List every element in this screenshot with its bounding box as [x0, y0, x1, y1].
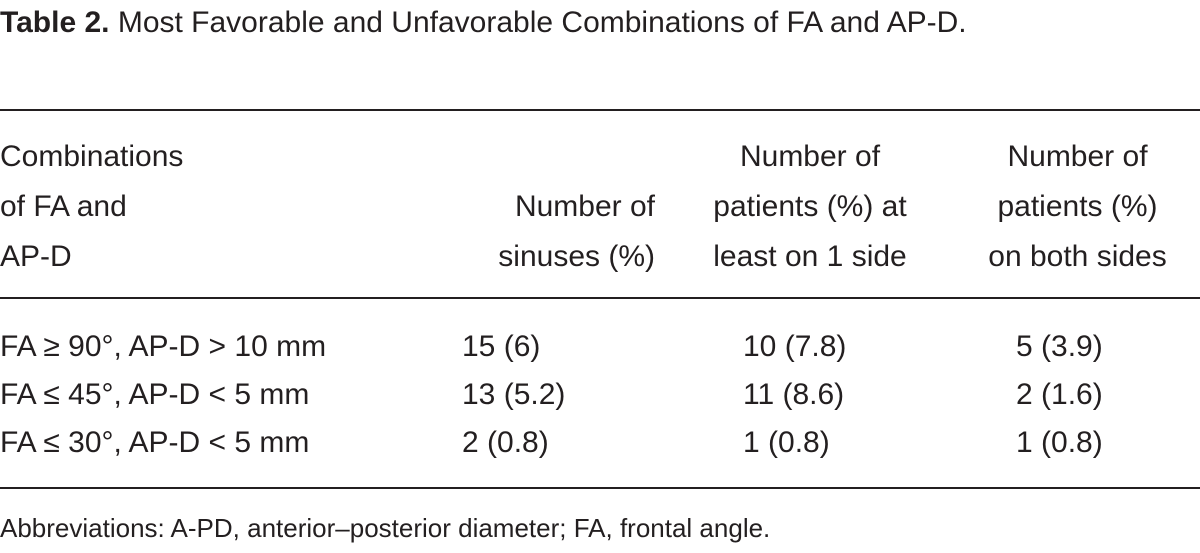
column-header: Number of patients (%) on both sides — [955, 132, 1200, 282]
table-caption: Table 2. Most Favorable and Unfavorable … — [0, 2, 1200, 44]
cell-value: 2 (1.6) — [1016, 378, 1103, 411]
row-label: FA ≤ 45°, AP-D < 5 mm — [0, 378, 310, 411]
cell-value: 1 (0.8) — [1016, 426, 1103, 459]
column-header: Combinations of FA and AP-D — [0, 132, 300, 282]
cell-value: 2 (0.8) — [462, 426, 549, 459]
header-line: on both sides — [988, 240, 1167, 273]
cell-value: 1 (0.8) — [743, 426, 830, 459]
header-line: patients (%) at — [713, 190, 907, 223]
column-header: Number of sinuses (%) — [455, 132, 655, 282]
caption-text: Most Favorable and Unfavorable Combinati… — [117, 6, 967, 39]
footnote: Abbreviations: A-PD, anterior–posterior … — [0, 513, 771, 543]
column-header: Number of patients (%) at least on 1 side — [670, 132, 950, 282]
header-line: least on 1 side — [713, 240, 907, 273]
bottom-rule — [0, 487, 1200, 489]
header-line: of FA and — [0, 190, 127, 223]
header-line: Number of — [514, 190, 655, 223]
cell-value: 13 (5.2) — [462, 378, 566, 411]
header-line: sinuses (%) — [498, 240, 655, 273]
cell-value: 15 (6) — [462, 330, 541, 363]
header-line: Combinations — [0, 140, 184, 173]
cell-value: 11 (8.6) — [743, 378, 845, 411]
header-line: AP-D — [0, 240, 72, 273]
cell-value: 5 (3.9) — [1016, 330, 1103, 363]
row-label: FA ≥ 90°, AP-D > 10 mm — [0, 330, 327, 363]
header-rule — [0, 297, 1200, 299]
header-line: Number of — [1007, 140, 1148, 173]
row-label: FA ≤ 30°, AP-D < 5 mm — [0, 426, 310, 459]
top-rule — [0, 109, 1200, 111]
header-line: Number of — [739, 140, 881, 173]
caption-label: Table 2. — [0, 6, 110, 39]
cell-value: 10 (7.8) — [743, 330, 847, 363]
header-line: patients (%) — [997, 190, 1158, 223]
